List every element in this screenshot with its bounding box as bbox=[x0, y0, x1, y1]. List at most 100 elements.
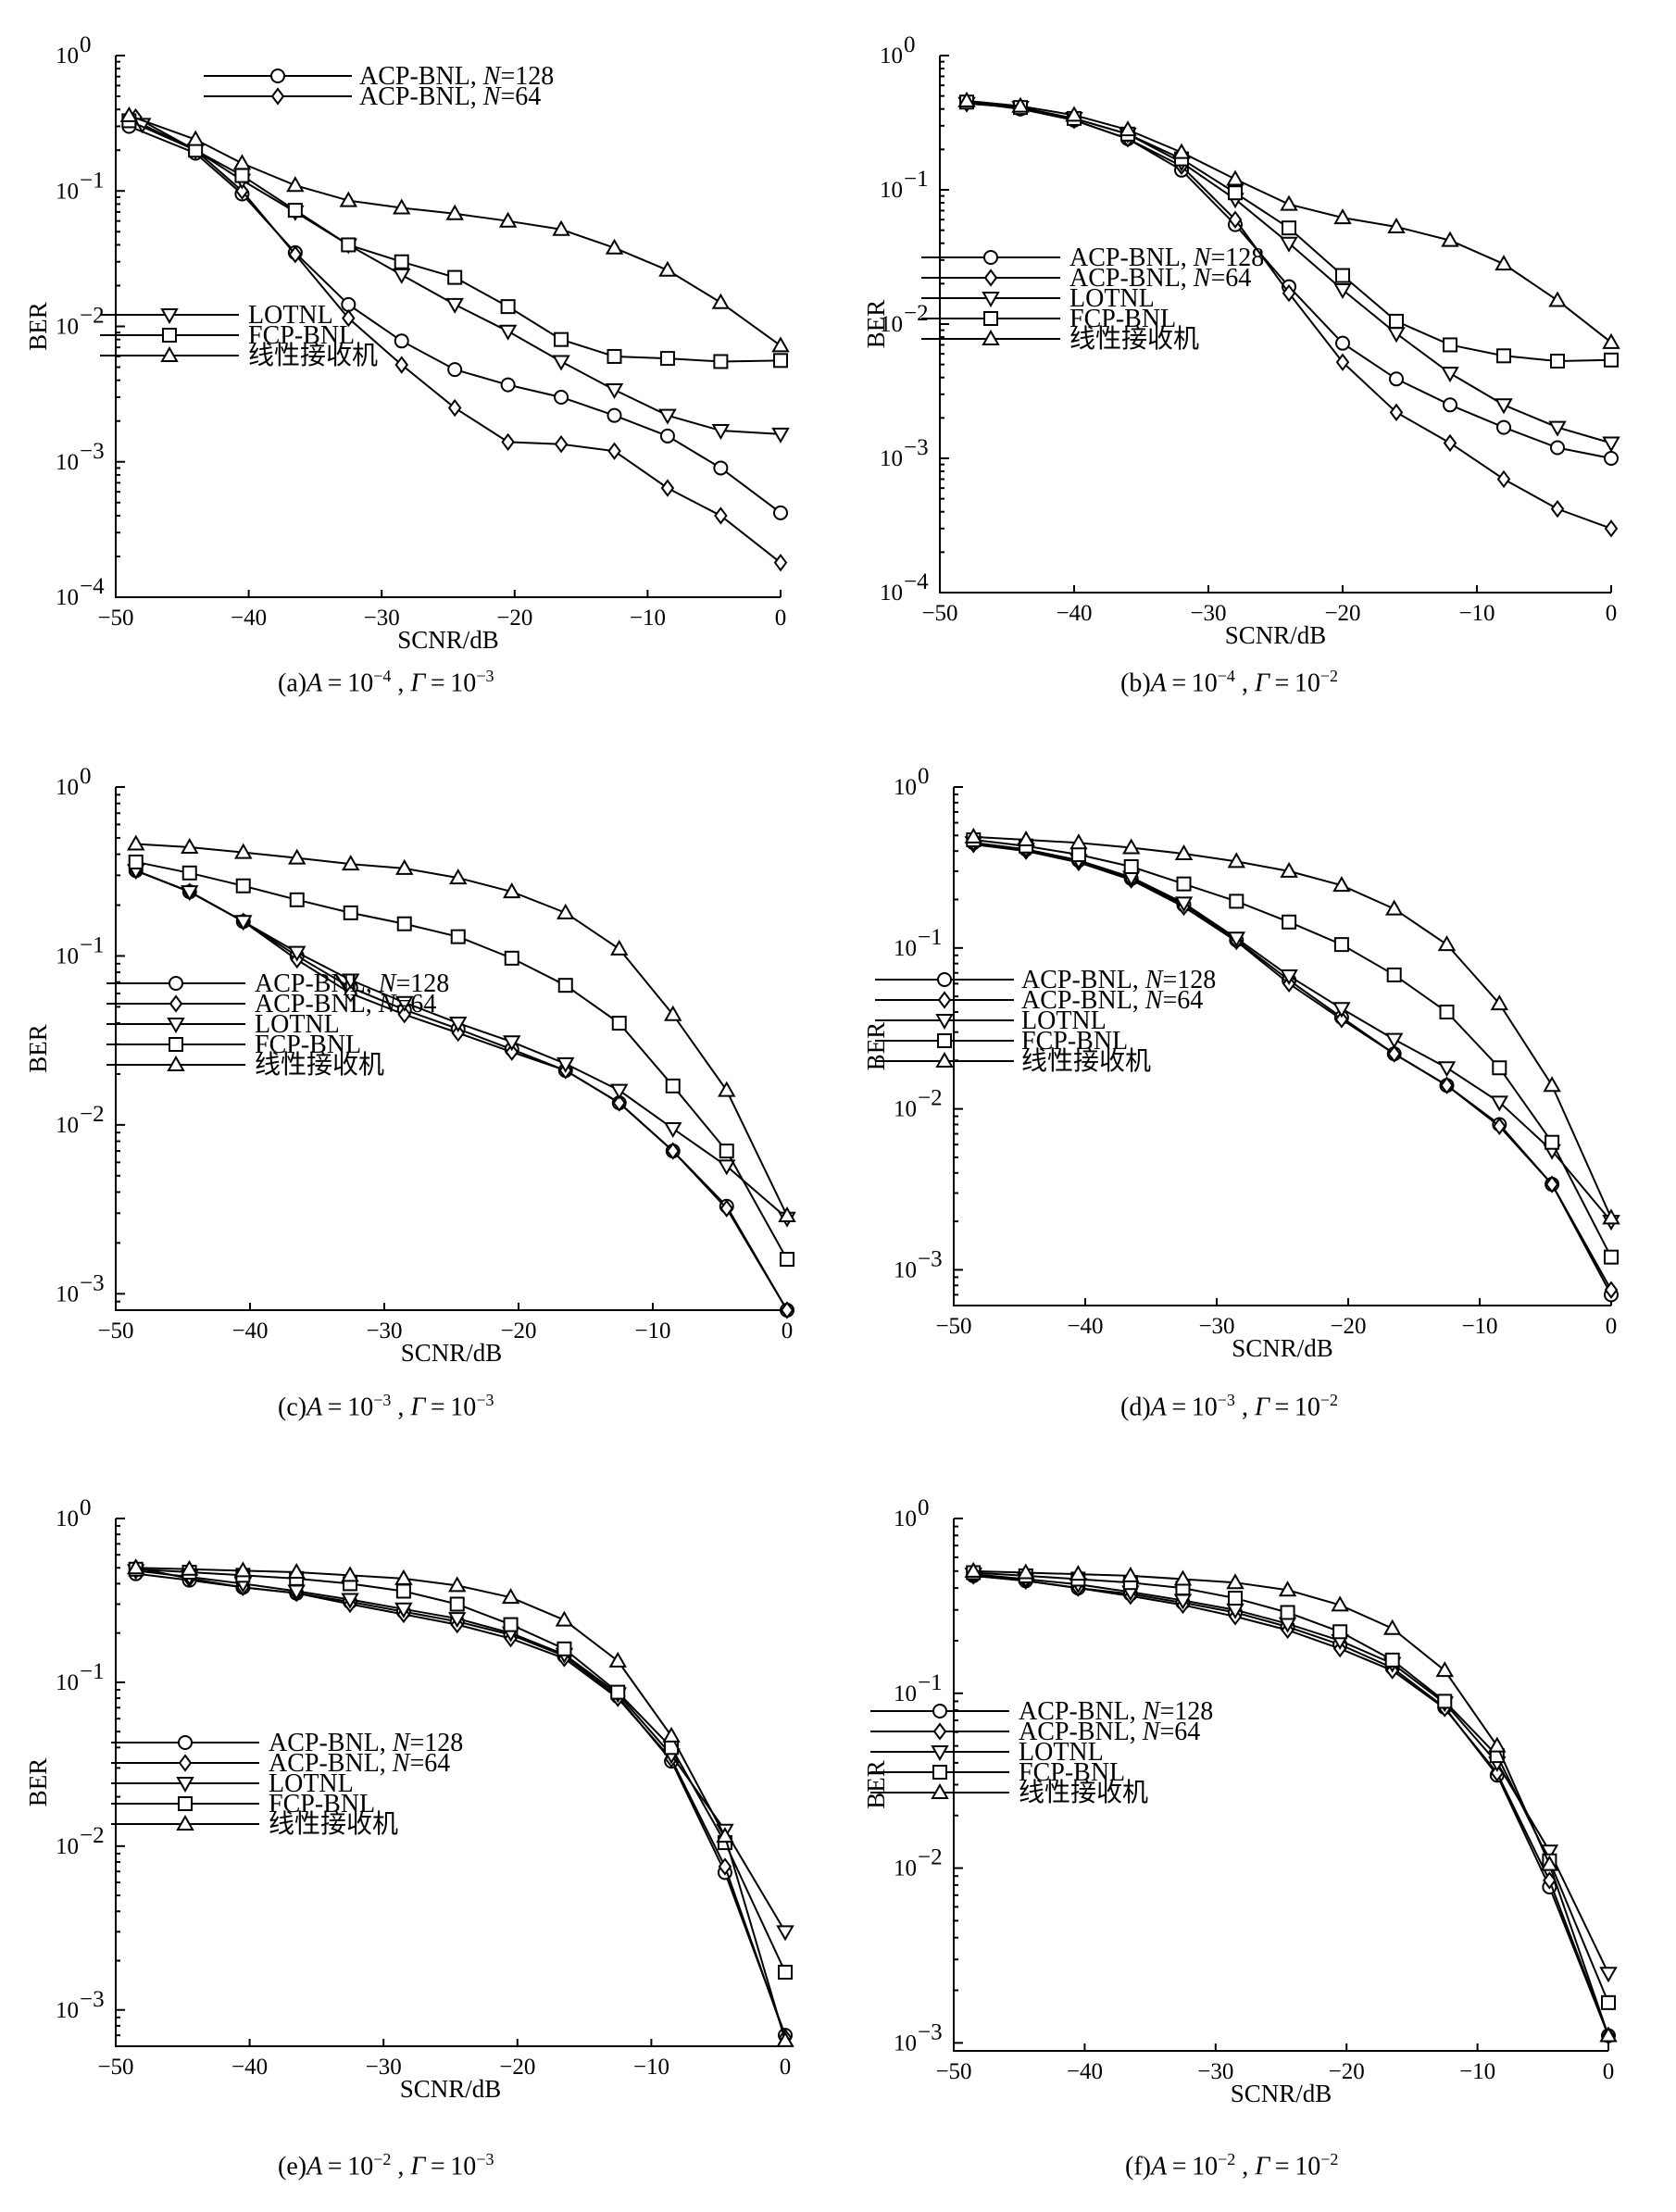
chart-panel-5: −50 −40 −30 −20 −10 0 10 0 10 −1 10 −2 10 −3 SCNR/dB BE… bbox=[838, 1472, 1676, 2204]
data-point bbox=[289, 892, 305, 907]
data-point bbox=[119, 106, 139, 122]
data-point bbox=[780, 1301, 794, 1319]
chart-panel-3: −50 −40 −30 −20 −10 0 10 0 10 −1 10 −2 10 −3 SCNR/dB BE… bbox=[838, 731, 1676, 1463]
data-point bbox=[1492, 1060, 1507, 1076]
data-point bbox=[1386, 967, 1402, 982]
chart-panel-0: −50 −40 −30 −20 −10 0 10 0 10 −1 10 −2 10 −3 10 −4 SCNR/… bbox=[0, 0, 838, 731]
data-point bbox=[1119, 120, 1137, 137]
data-point bbox=[1604, 352, 1619, 368]
axes-frame bbox=[939, 56, 1611, 594]
data-point bbox=[1011, 96, 1030, 113]
data-point bbox=[394, 1568, 413, 1585]
y-tick-label: 10 bbox=[894, 1257, 917, 1282]
data-point bbox=[660, 479, 675, 497]
legend-entry: ACP-BNL, N=128 bbox=[106, 969, 449, 998]
data-point bbox=[1332, 876, 1351, 893]
chart-svg-5: −50 −40 −30 −20 −10 010 010 −110 −210 −3SCNR/dBBE… bbox=[862, 1495, 1618, 2107]
y-tick-exponent: −3 bbox=[904, 435, 929, 460]
legend-entry: 线性接收机 bbox=[875, 1046, 1151, 1076]
data-point bbox=[666, 1142, 680, 1160]
legend-entry: FCP-BNL bbox=[100, 321, 355, 350]
chart-panel-1: −50 −40 −30 −20 −10 0 10 0 10 −1 10 −2 10 −3 10 −4 SCNR/… bbox=[838, 0, 1676, 731]
data-point bbox=[394, 356, 408, 374]
data-point bbox=[1228, 1591, 1244, 1606]
data-point bbox=[1282, 283, 1296, 303]
data-point bbox=[1443, 397, 1457, 413]
data-point bbox=[447, 398, 462, 418]
chart-svg-0: −50 −40 −30 −20 −10 010 010 −110 −210 −310 −4SCNR/… bbox=[24, 32, 790, 654]
y-tick-label: 10 bbox=[894, 1681, 917, 1706]
x-tick-label: −30 bbox=[366, 1318, 402, 1343]
x-tick-label: −30 bbox=[1190, 601, 1226, 626]
data-point bbox=[127, 834, 145, 851]
data-point bbox=[711, 293, 731, 309]
y-tick-label: 10 bbox=[894, 1506, 917, 1531]
legend-entry: ACP-BNL, N=64 bbox=[204, 82, 541, 111]
legend-label: LOTNL bbox=[269, 1769, 354, 1798]
legend-label: FCP-BNL bbox=[1069, 305, 1176, 333]
legend-entry: ACP-BNL, N=64 bbox=[875, 986, 1203, 1015]
data-point bbox=[234, 843, 253, 859]
legend-marker bbox=[178, 1796, 193, 1811]
data-point bbox=[610, 1684, 626, 1700]
data-point bbox=[1443, 433, 1457, 453]
x-axis-title: SCNR/dB bbox=[400, 2075, 502, 2103]
chart-panel-2: −50 −40 −30 −20 −10 0 10 0 10 −1 10 −2 10 −3 SCNR/dB BE… bbox=[0, 731, 838, 1463]
data-point bbox=[449, 869, 468, 885]
data-point bbox=[1384, 899, 1404, 916]
data-point bbox=[1121, 838, 1141, 855]
x-tick-label: 0 bbox=[780, 2055, 792, 2080]
y-axis-title: BER bbox=[862, 1022, 890, 1071]
legend-label: FCP-BNL bbox=[1021, 1027, 1128, 1056]
data-point bbox=[235, 878, 251, 894]
y-tick-label: 10 bbox=[880, 312, 903, 337]
data-point bbox=[1017, 830, 1035, 846]
legend-label: FCP-BNL bbox=[1019, 1758, 1125, 1787]
data-point bbox=[554, 331, 569, 347]
legend-marker bbox=[167, 1055, 185, 1071]
legend-marker bbox=[169, 976, 183, 991]
data-point bbox=[397, 1006, 411, 1024]
x-tick-label: −10 bbox=[1461, 1314, 1497, 1339]
x-tick-label: 0 bbox=[1606, 601, 1618, 626]
data-point bbox=[339, 191, 358, 207]
data-point bbox=[344, 984, 357, 1003]
legend-entry: 线性接收机 bbox=[100, 341, 378, 370]
y-tick-label: 10 bbox=[894, 1097, 917, 1122]
data-point bbox=[445, 297, 464, 314]
legend-marker bbox=[931, 1745, 949, 1762]
data-point bbox=[557, 1641, 572, 1656]
x-tick-label: −40 bbox=[1056, 601, 1092, 626]
data-point bbox=[1017, 1563, 1035, 1580]
legend-label: FCP-BNL bbox=[269, 1790, 375, 1818]
data-point bbox=[555, 1610, 574, 1627]
legend-entry: ACP-BNL, N=128 bbox=[875, 966, 1216, 994]
x-tick-label: −40 bbox=[231, 2055, 268, 2080]
data-point bbox=[394, 254, 409, 269]
y-tick-exponent: −3 bbox=[80, 1987, 105, 2012]
data-point bbox=[1602, 1208, 1620, 1225]
y-tick-label: 10 bbox=[880, 178, 903, 203]
legend-label: LOTNL bbox=[1021, 1006, 1107, 1035]
legend-entry: 线性接收机 bbox=[921, 324, 1199, 354]
data-point bbox=[718, 1857, 732, 1876]
y-tick-exponent: −4 bbox=[904, 569, 929, 594]
legend-marker bbox=[937, 991, 952, 1009]
data-point bbox=[498, 324, 518, 341]
x-tick-label: 0 bbox=[1606, 1314, 1618, 1339]
legend-marker bbox=[982, 292, 1000, 308]
data-point bbox=[611, 1016, 627, 1031]
y-tick-label: 10 bbox=[894, 2031, 917, 2056]
y-tick-exponent: −2 bbox=[80, 1823, 105, 1848]
series-line bbox=[966, 102, 1612, 444]
data-point bbox=[1437, 1061, 1457, 1078]
legend-entry: FCP-BNL bbox=[875, 1027, 1128, 1056]
y-tick-exponent: 0 bbox=[80, 764, 92, 789]
y-tick-exponent: −1 bbox=[80, 1659, 105, 1684]
x-tick-label: −20 bbox=[496, 606, 532, 631]
data-point bbox=[395, 858, 414, 875]
data-point bbox=[395, 1583, 411, 1599]
data-point bbox=[605, 383, 624, 400]
data-point bbox=[610, 1083, 629, 1100]
x-tick-label: −50 bbox=[97, 2055, 133, 2080]
